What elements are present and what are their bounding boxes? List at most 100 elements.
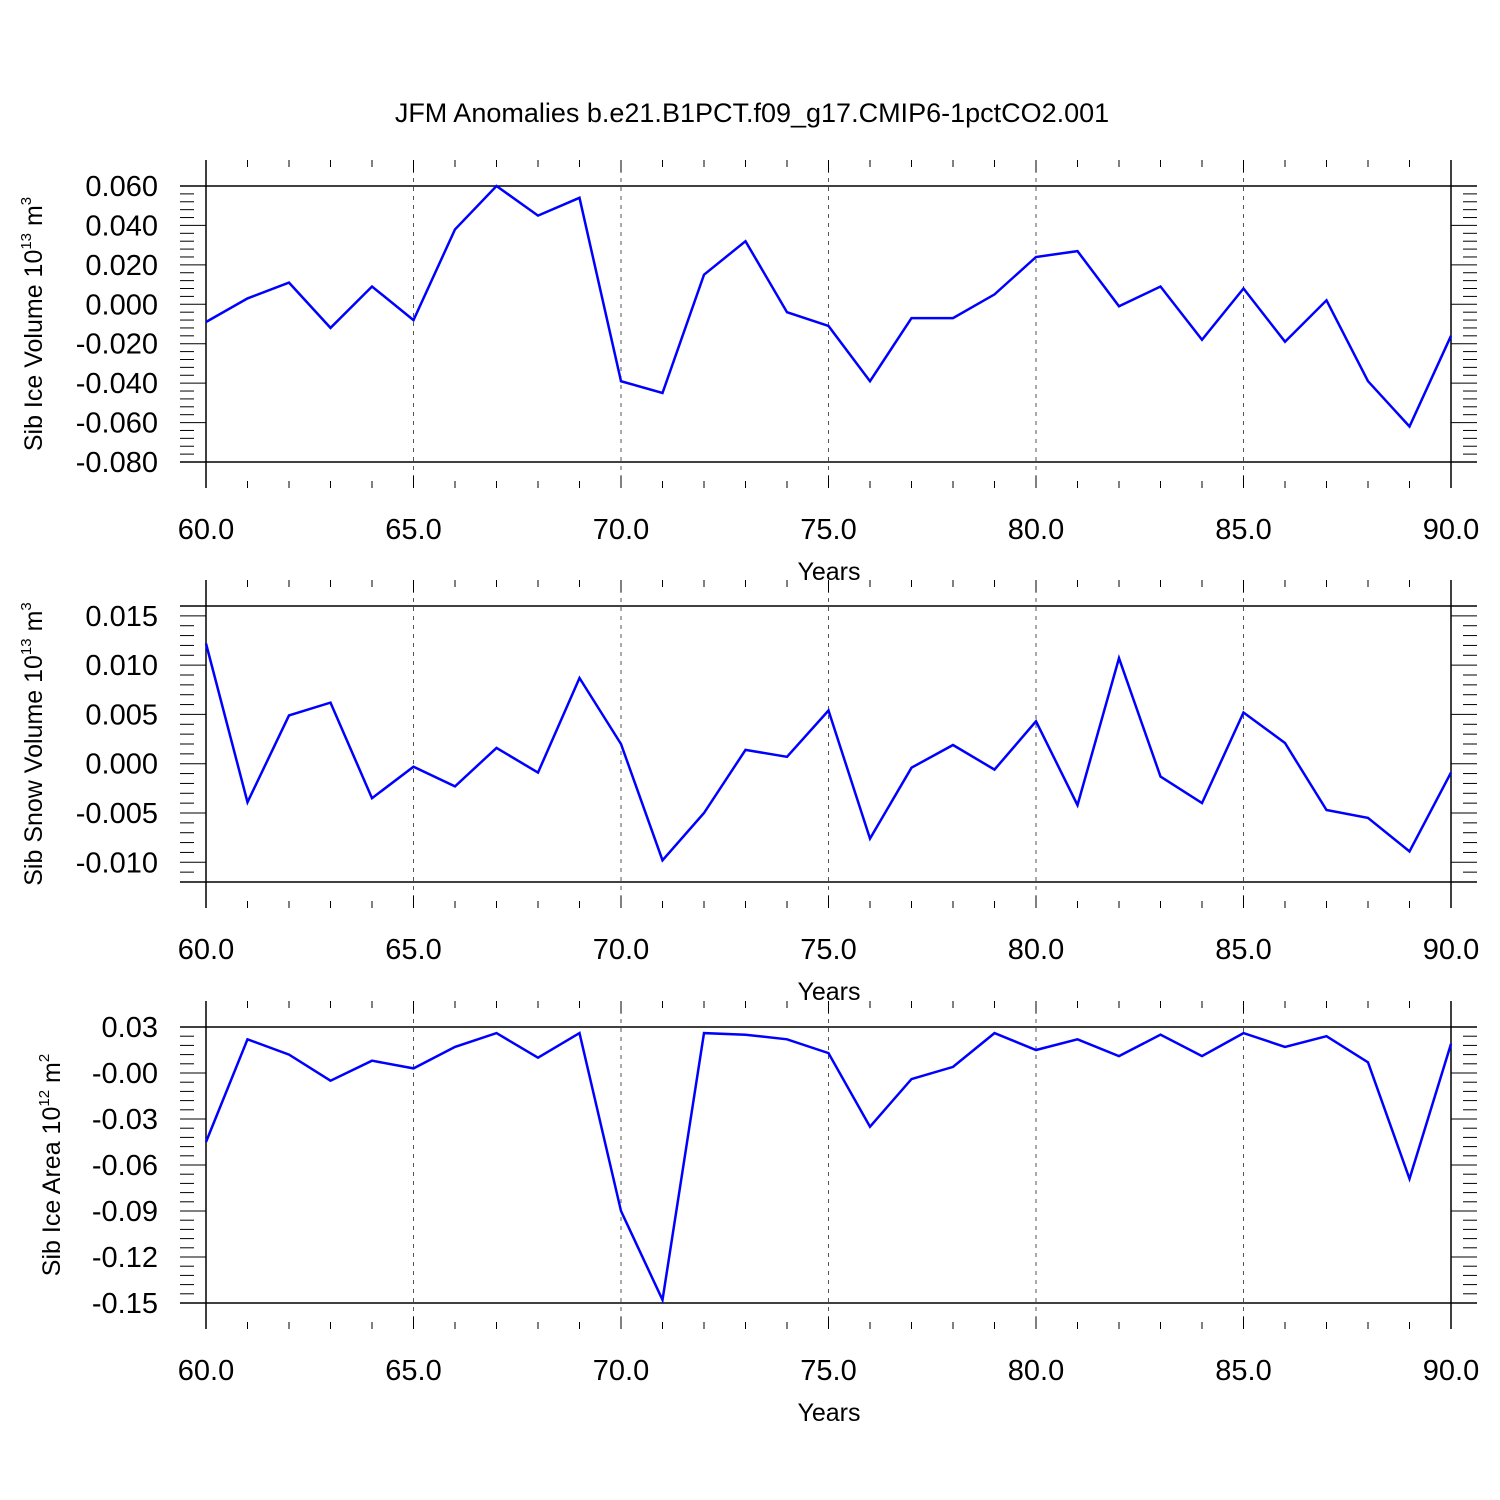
data-point [1408,425,1412,429]
data-point [1034,1048,1038,1052]
data-point [785,310,789,314]
data-point [329,326,333,330]
data-point [329,1079,333,1083]
data-point [1076,1037,1080,1041]
x-tick-label: 90.0 [1423,1355,1479,1387]
y-axis-label-unit-exponent: 3 [18,602,35,610]
chart-title: JFM Anomalies b.e21.B1PCT.f09_g17.CMIP6-… [395,98,1109,128]
data-point [1283,340,1287,344]
y-tick-label: 0.03 [102,1012,158,1044]
data-point [785,755,789,759]
x-tick-label: 70.0 [593,934,649,966]
data-point [702,811,706,815]
y-tick-label: -0.03 [92,1104,158,1136]
y-tick-label: -0.12 [92,1242,158,1274]
data-point [578,1031,582,1035]
data-point [910,316,914,320]
data-point [619,379,623,383]
data-point [1242,1031,1246,1035]
y-axis-label-exponent: 13 [18,233,35,250]
x-tick-label: 75.0 [800,514,856,546]
data-point [661,858,665,862]
x-tick-label: 85.0 [1215,1355,1271,1387]
data-point [619,1209,623,1213]
y-tick-label: 0.040 [85,210,158,242]
data-point [1449,334,1453,338]
y-tick-label: 0.020 [85,250,158,282]
data-point [785,1037,789,1041]
data-point [1200,338,1204,342]
data-point [204,641,208,645]
data-point [993,1031,997,1035]
data-point [287,713,291,717]
x-tick-label: 80.0 [1008,934,1064,966]
data-point [661,391,665,395]
data-point [1325,808,1329,812]
data-point [536,1056,540,1060]
data-point [827,1051,831,1055]
y-tick-label: -0.06 [92,1150,158,1182]
y-axis-label: Sib Snow Volume 1013 m3 [18,602,48,886]
panels: 0.060 0.040 0.020 0.000 -0.020 -0.040 -0.060 -0… [18,160,1479,1427]
data-point [495,746,499,750]
y-axis-label-text: Sib Ice Volume 10 [20,250,48,452]
y-axis-label-text: Sib Snow Volume 10 [20,655,48,886]
data-point [495,184,499,188]
data-point [536,771,540,775]
data-point [951,743,955,747]
data-point [370,796,374,800]
data-point [1117,1054,1121,1058]
data-point [951,316,955,320]
x-tick-label: 90.0 [1423,514,1479,546]
data-point [910,1077,914,1081]
x-tick-label: 65.0 [385,1355,441,1387]
y-tick-label: 0.015 [85,601,158,633]
y-tick-label: 0.005 [85,699,158,731]
data-point [827,708,831,712]
data-point [536,214,540,218]
data-point [412,1066,416,1070]
y-axis-label-text: Sib Ice Area 10 [38,1107,66,1277]
data-point [1325,1034,1329,1038]
y-tick-label: -0.040 [76,368,158,400]
y-tick-label: -0.00 [92,1058,158,1090]
data-point [619,742,623,746]
series-line-ice-area [204,1031,1453,1305]
data-point [1076,803,1080,807]
y-axis-label-unit-exponent: 3 [18,197,35,205]
chart-panel-snow-volume: 0.015 0.010 0.005 0.000 -0.005 -0.010 60.0 65.0… [18,580,1479,1006]
y-tick-label: -0.005 [76,798,158,830]
y-tick-label: 0.060 [85,171,158,203]
y-tick-label: 0.000 [85,289,158,321]
data-point [1283,741,1287,745]
data-point [1159,775,1163,779]
y-tick-label: 0.000 [85,749,158,781]
y-axis-label-unit: m [20,205,48,233]
data-point [204,1140,208,1144]
data-point [1117,304,1121,308]
data-point [744,1033,748,1037]
y-axis-label-exponent: 13 [18,638,35,655]
chart-panel-ice-volume: 0.060 0.040 0.020 0.000 -0.020 -0.040 -0.060 -0… [18,160,1479,586]
y-axis-label-unit: m [38,1062,66,1090]
data-point [1449,1042,1453,1046]
y-axis-label-unit-exponent: 2 [36,1054,53,1062]
data-point [1366,379,1370,383]
y-tick-label: -0.15 [92,1288,158,1320]
series-line-ice-volume [205,184,1453,429]
series-line-snow-volume [204,643,1453,863]
data-point [453,1045,457,1049]
data-point [578,676,582,680]
chart-panel-ice-area: 0.03 -0.00 -0.03 -0.06 -0.09 -0.12 -0.15 60.0 65… [36,1001,1479,1427]
data-point [1200,1054,1204,1058]
data-point [910,766,914,770]
x-tick-label: 85.0 [1215,514,1271,546]
data-point [495,1031,499,1035]
data-point [1449,771,1453,775]
data-point [1200,801,1204,805]
data-point [1366,816,1370,820]
data-point [453,227,457,231]
y-tick-label: -0.080 [76,447,158,479]
data-point [287,1053,291,1057]
data-point [412,318,416,322]
